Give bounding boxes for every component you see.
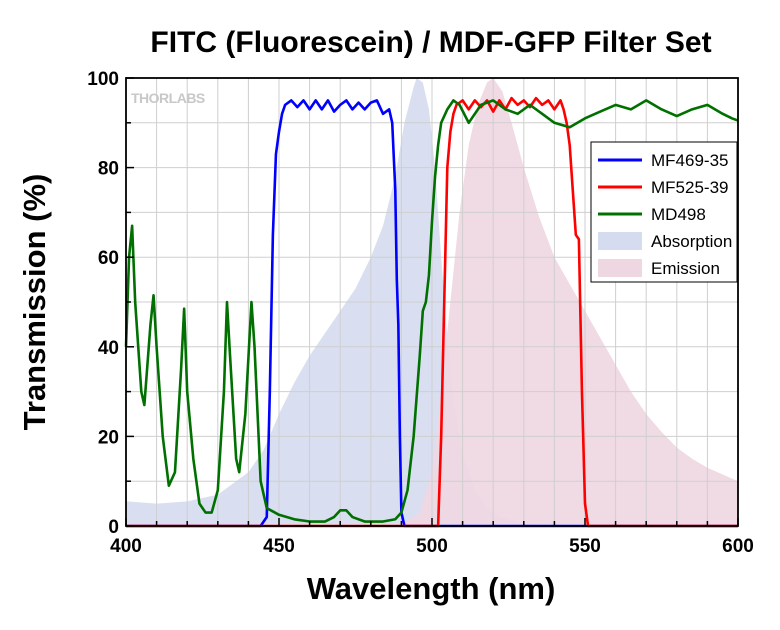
y-tick-label: 100	[87, 69, 119, 90]
legend-swatch-emission	[598, 259, 642, 277]
y-axis-label: Transmission (%)	[17, 174, 52, 431]
plot-area: THORLABS 400 450 500 550 600 0 20 40 60 80 100	[87, 69, 754, 557]
y-tick-label: 20	[98, 427, 119, 448]
legend-swatch-absorption	[598, 232, 642, 250]
legend-label-emission: Emission	[651, 259, 720, 278]
line-series-layer	[124, 96, 739, 528]
x-tick-label: 600	[722, 536, 754, 557]
legend-box	[590, 141, 738, 283]
y-tick-label: 40	[98, 338, 119, 359]
y-tick-label: 60	[98, 248, 119, 269]
watermark-logo: THORLABS	[131, 90, 205, 106]
x-tick-label: 450	[263, 536, 295, 557]
chart-title: FITC (Fluorescein) / MDF-GFP Filter Set	[150, 26, 711, 59]
x-axis-label: Wavelength (nm)	[307, 571, 556, 606]
y-tick-label: 0	[108, 517, 119, 538]
x-tick-label: 550	[569, 536, 601, 557]
legend-label-absorption: Absorption	[651, 232, 732, 251]
y-tick-label: 80	[98, 159, 119, 180]
axis-ticks	[125, 77, 739, 527]
legend: MF469-35 MF525-39 MD498 Absorption Emission	[590, 141, 738, 283]
line-md498	[124, 99, 739, 523]
x-tick-label: 400	[110, 536, 142, 557]
line-mf525-39	[126, 96, 738, 528]
line-mf469-35	[126, 99, 738, 528]
legend-label-mf525-39: MF525-39	[651, 178, 728, 197]
x-tick-label: 500	[416, 536, 448, 557]
legend-label-md498: MD498	[651, 205, 706, 224]
axis-tick-labels: 400 450 500 550 600 0 20 40 60 80 100	[87, 69, 754, 557]
legend-label-mf469-35: MF469-35	[651, 151, 728, 170]
